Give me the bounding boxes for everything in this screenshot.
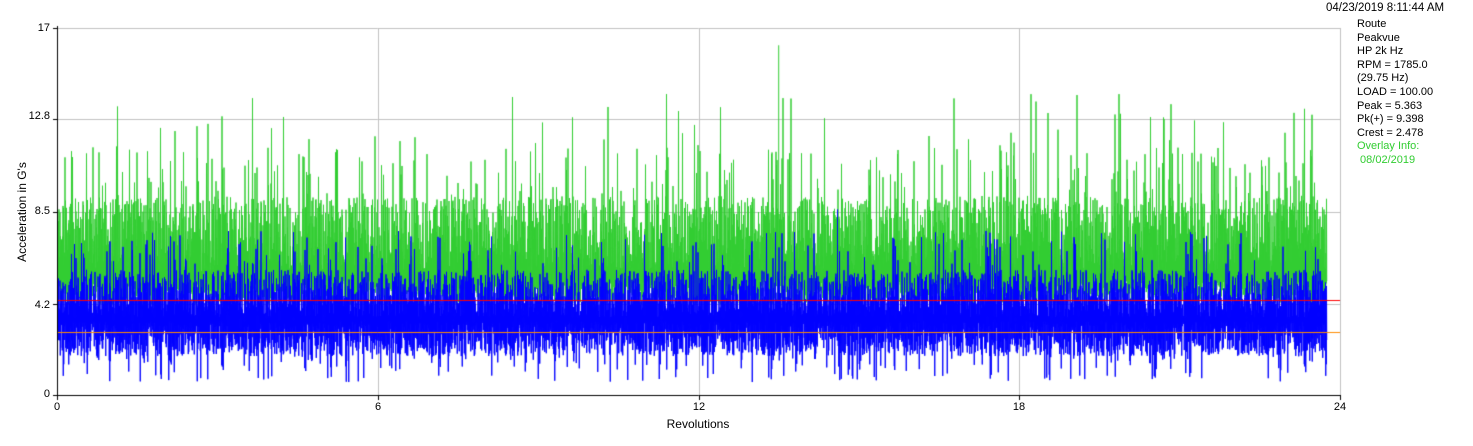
measurement-timestamp: 04/23/2019 8:11:44 AM (1326, 2, 1445, 14)
y-tick-label: 0 (43, 388, 50, 400)
info-route: Route (1357, 18, 1387, 30)
x-tick-label: 24 (1333, 401, 1347, 413)
overlay-info-date: 08/02/2019 (1357, 153, 1416, 166)
x-tick-label: 6 (374, 401, 382, 413)
info-frequency: (29.75 Hz) (1357, 72, 1409, 85)
info-measurement-type: Peakvue (1357, 31, 1400, 44)
info-load: LOAD = 100.00 (1357, 85, 1434, 98)
y-tick-label: 4.2 (34, 299, 50, 311)
overlay-info-title: Overlay Info: (1357, 140, 1420, 153)
y-tick-label: 8.5 (34, 205, 50, 217)
x-tick-label: 18 (1012, 401, 1026, 413)
info-peak: Peak = 5.363 (1357, 99, 1423, 112)
info-filter: HP 2k Hz (1357, 45, 1404, 58)
x-tick-label: 0 (53, 401, 61, 413)
y-tick-label: 17 (37, 22, 50, 34)
x-axis-label: Revolutions (666, 417, 730, 431)
info-panel: Route Peakvue HP 2k Hz RPM = 1785.0 (29.… (1357, 18, 1433, 168)
x-tick-label: 12 (692, 401, 706, 413)
info-crest: Crest = 2.478 (1357, 126, 1424, 139)
y-tick-label: 12.8 (28, 110, 50, 122)
y-axis-label: Acceleration in G's (15, 162, 29, 262)
info-rpm: RPM = 1785.0 (1357, 58, 1428, 71)
info-pk-plus: Pk(+) = 9.398 (1357, 113, 1424, 126)
